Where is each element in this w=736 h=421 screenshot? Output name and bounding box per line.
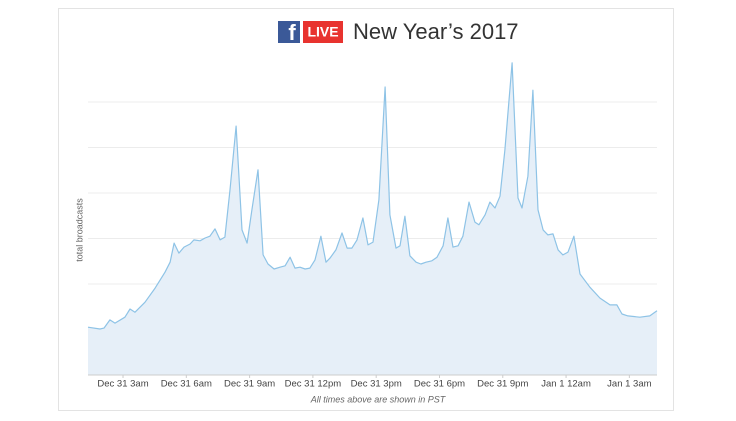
badge: LIVE <box>307 24 338 40</box>
note: All times above are shown in PST <box>310 394 447 404</box>
x-tick-label: Dec 31 3pm <box>351 379 402 390</box>
x-tick-label: Dec 31 6pm <box>414 379 465 390</box>
x-tick-label: Dec 31 9am <box>224 379 275 390</box>
area <box>88 62 657 376</box>
chart-title: New Year’s 2017 <box>353 19 519 44</box>
y-axis-label: total broadcasts <box>74 198 84 262</box>
badge-box <box>303 21 343 43</box>
x-tick-label: Jan 1 12am <box>541 379 591 390</box>
logo: f <box>288 20 296 45</box>
x-tick-label: Dec 31 9pm <box>477 379 528 390</box>
x-tick-label: Dec 31 3am <box>97 379 148 390</box>
x-tick-label: Dec 31 6am <box>161 379 212 390</box>
x-tick-label: Jan 1 3am <box>607 379 651 390</box>
x-tick-label: Dec 31 12pm <box>285 379 342 390</box>
logo-box <box>278 21 300 43</box>
line <box>87 62 658 330</box>
